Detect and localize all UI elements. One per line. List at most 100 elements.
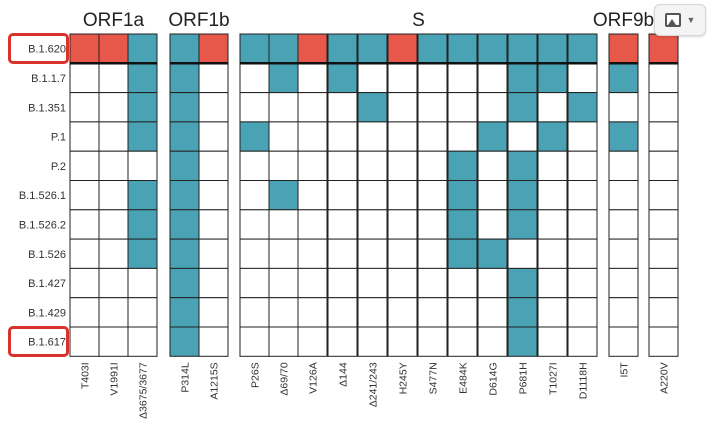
image-options-button[interactable]: ▼ bbox=[654, 4, 706, 36]
cell-B.1.526-V126A bbox=[297, 238, 328, 269]
column-label: Δ69/70 bbox=[279, 362, 291, 395]
column-label: A1215S bbox=[209, 362, 221, 399]
cell-P.1-Δ144 bbox=[327, 121, 358, 152]
column-label: E484K bbox=[458, 362, 470, 394]
cell-B.1.617-P26S bbox=[239, 326, 270, 357]
cell-B.1.526.1-P314L bbox=[169, 180, 200, 211]
row-label: B.1.427 bbox=[28, 278, 66, 290]
cell-B.1.1.7-P681H bbox=[507, 62, 538, 94]
cell-P.1-T403I bbox=[69, 121, 100, 152]
cell-B.1.620-Δ3675/3677 bbox=[127, 33, 158, 64]
cell-B.1.526.1-S477N bbox=[417, 180, 448, 211]
cell-B.1.429-I5T bbox=[608, 297, 639, 328]
cell-B.1.429-P314L bbox=[169, 297, 200, 328]
cell-B.1.427-E484K bbox=[447, 267, 478, 299]
cell-B.1.526-Δ241/243 bbox=[357, 238, 388, 269]
cell-B.1.1.7-E484K bbox=[447, 62, 478, 94]
column-label: P681H bbox=[518, 362, 530, 394]
cell-P.2-I5T bbox=[608, 150, 639, 181]
cell-B.1.620-T1027I bbox=[537, 33, 568, 64]
cell-B.1.620-A220V bbox=[648, 33, 679, 64]
cell-B.1.620-I5T bbox=[608, 33, 639, 64]
cell-B.1.617-E484K bbox=[447, 326, 478, 357]
cell-B.1.526-A1215S bbox=[198, 238, 229, 269]
cell-B.1.351-D614G bbox=[477, 92, 508, 123]
cell-B.1.620-S477N bbox=[417, 33, 448, 64]
cell-B.1.427-A1215S bbox=[198, 267, 229, 299]
cell-P.2-V1991I bbox=[98, 150, 129, 181]
column-label: S477N bbox=[428, 362, 440, 394]
column-label: I5T bbox=[619, 362, 631, 378]
cell-B.1.526-H245Y bbox=[387, 238, 418, 269]
cell-P.2-D614G bbox=[477, 150, 508, 181]
cell-B.1.620-D1118H bbox=[567, 33, 598, 64]
cell-B.1.526-S477N bbox=[417, 238, 448, 269]
cell-B.1.620-D614G bbox=[477, 33, 508, 64]
cell-B.1.526-P314L bbox=[169, 238, 200, 269]
cell-B.1.429-H245Y bbox=[387, 297, 418, 328]
cell-B.1.351-S477N bbox=[417, 92, 448, 123]
cell-B.1.620-Δ69/70 bbox=[268, 33, 299, 64]
cell-P.2-P26S bbox=[239, 150, 270, 181]
chevron-down-icon: ▼ bbox=[686, 15, 696, 25]
cell-B.1.526.2-Δ69/70 bbox=[268, 209, 299, 240]
cell-B.1.526.2-D1118H bbox=[567, 209, 598, 240]
cell-B.1.526.2-P314L bbox=[169, 209, 200, 240]
cell-P.1-Δ241/243 bbox=[357, 121, 388, 152]
cell-P.1-A220V bbox=[648, 121, 679, 152]
cell-B.1.429-V1991I bbox=[98, 297, 129, 328]
column-label: Δ241/243 bbox=[368, 362, 380, 407]
row-label: B.1.526 bbox=[28, 249, 66, 261]
cell-B.1.617-T1027I bbox=[537, 326, 568, 357]
cell-B.1.526.1-V1991I bbox=[98, 180, 129, 211]
cell-B.1.427-Δ144 bbox=[327, 267, 358, 299]
cell-B.1.1.7-T1027I bbox=[537, 62, 568, 94]
row-label: B.1.351 bbox=[28, 102, 66, 114]
cell-P.1-Δ69/70 bbox=[268, 121, 299, 152]
cell-B.1.351-Δ144 bbox=[327, 92, 358, 123]
cell-B.1.617-Δ241/243 bbox=[357, 326, 388, 357]
group-header-orf9b: ORF9b bbox=[593, 10, 654, 31]
cell-B.1.526.2-T1027I bbox=[537, 209, 568, 240]
cell-B.1.617-H245Y bbox=[387, 326, 418, 357]
cell-B.1.526-T403I bbox=[69, 238, 100, 269]
cell-B.1.620-P681H bbox=[507, 33, 538, 64]
cell-B.1.526.2-V126A bbox=[297, 209, 328, 240]
cell-B.1.427-Δ69/70 bbox=[268, 267, 299, 299]
cell-B.1.620-P26S bbox=[239, 33, 270, 64]
cell-B.1.427-S477N bbox=[417, 267, 448, 299]
row-label: B.1.429 bbox=[28, 307, 66, 319]
cell-B.1.351-Δ3675/3677 bbox=[127, 92, 158, 123]
cell-B.1.526.2-Δ144 bbox=[327, 209, 358, 240]
cell-B.1.351-T1027I bbox=[537, 92, 568, 123]
cell-B.1.617-S477N bbox=[417, 326, 448, 357]
row-label: P.2 bbox=[51, 161, 66, 173]
row-label: B.1.526.1 bbox=[19, 190, 66, 202]
cell-P.1-T1027I bbox=[537, 121, 568, 152]
cell-B.1.1.7-T403I bbox=[69, 62, 100, 94]
column-label: V126A bbox=[308, 362, 320, 394]
cell-B.1.351-V126A bbox=[297, 92, 328, 123]
cell-P.1-V1991I bbox=[98, 121, 129, 152]
cell-P.2-D1118H bbox=[567, 150, 598, 181]
cell-B.1.526.1-P26S bbox=[239, 180, 270, 211]
cell-B.1.429-T403I bbox=[69, 297, 100, 328]
cell-B.1.351-T403I bbox=[69, 92, 100, 123]
cell-B.1.351-E484K bbox=[447, 92, 478, 123]
cell-B.1.617-P681H bbox=[507, 326, 538, 357]
cell-B.1.526.2-S477N bbox=[417, 209, 448, 240]
cell-B.1.429-Δ144 bbox=[327, 297, 358, 328]
cell-B.1.526-V1991I bbox=[98, 238, 129, 269]
cell-B.1.617-D614G bbox=[477, 326, 508, 357]
cell-P.2-A220V bbox=[648, 150, 679, 181]
cell-B.1.617-A1215S bbox=[198, 326, 229, 357]
cell-B.1.526.1-H245Y bbox=[387, 180, 418, 211]
cell-P.2-Δ241/243 bbox=[357, 150, 388, 181]
cell-B.1.526-P26S bbox=[239, 238, 270, 269]
cell-B.1.526.2-T403I bbox=[69, 209, 100, 240]
column-label: T1027I bbox=[548, 362, 560, 395]
cell-B.1.617-P314L bbox=[169, 326, 200, 357]
cell-B.1.620-V126A bbox=[297, 33, 328, 64]
row-label: B.1.617 bbox=[28, 337, 66, 349]
